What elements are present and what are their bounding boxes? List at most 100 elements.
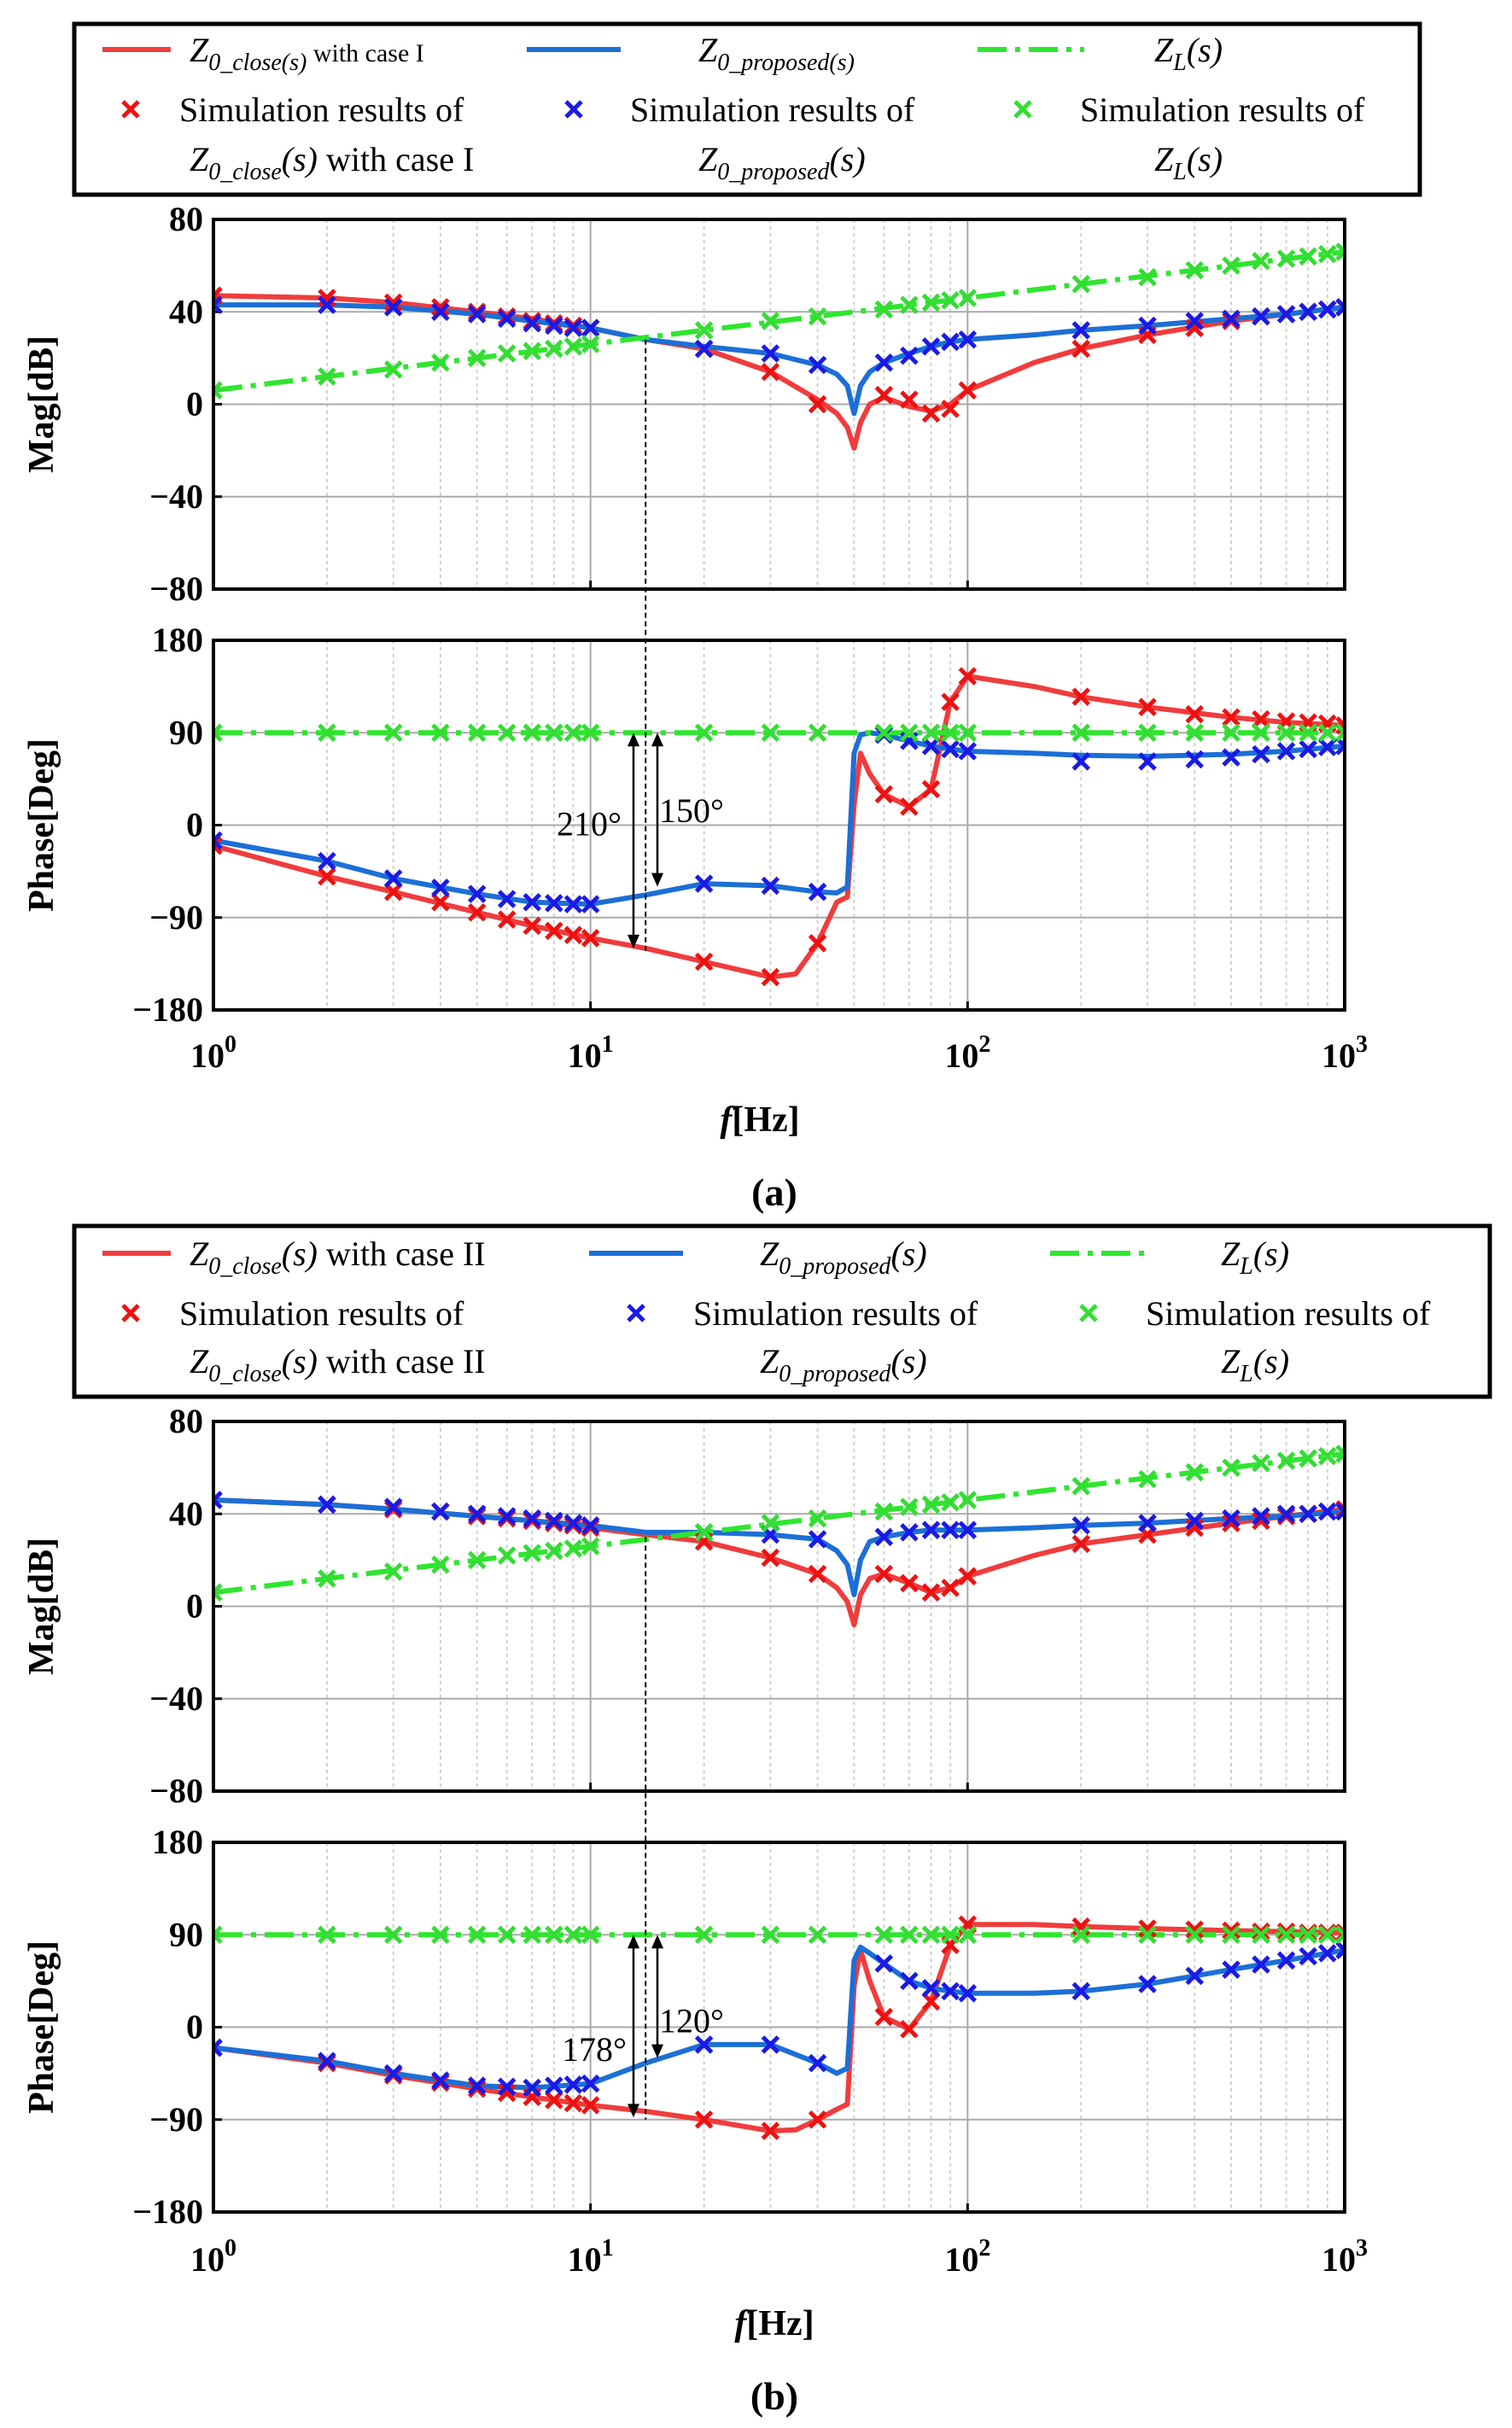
marker-proposed	[581, 895, 600, 913]
marker-proposed	[383, 298, 403, 317]
legend-a-close-label: Z0_close(s) with case I	[190, 31, 424, 76]
marker-proposed	[545, 1511, 563, 1531]
marker-proposed	[1276, 1951, 1296, 1970]
marker-proposed	[694, 2035, 714, 2054]
x-tick-label: 100	[190, 2235, 236, 2279]
marker-proposed	[1222, 1509, 1241, 1528]
marker-close	[900, 2020, 919, 2039]
marker-close	[1276, 1922, 1296, 1941]
marker-proposed	[941, 739, 960, 759]
marker-proposed	[958, 742, 978, 761]
legend-a: Z0_close(s) with case I Z0_proposed(s) Z…	[72, 21, 1422, 197]
marker-proposed	[213, 295, 223, 314]
marker-close	[921, 779, 941, 799]
marker-proposed	[941, 1982, 960, 2001]
legend-a-sim-close-line1: Simulation results of	[179, 90, 464, 129]
marker-close	[318, 867, 336, 886]
marker-load	[431, 353, 450, 372]
marker-load	[1138, 723, 1157, 743]
marker-proposed	[1185, 1511, 1205, 1531]
y-tick-label: 90	[169, 713, 203, 751]
marker-proposed	[921, 737, 941, 756]
marker-proposed	[1299, 302, 1317, 322]
marker-load	[522, 341, 542, 361]
marker-load	[874, 1925, 894, 1945]
marker-proposed	[761, 344, 780, 363]
marker-load	[563, 337, 583, 356]
panel-b-magnitude: 80 40 0 −40 −80 Mag[dB]	[22, 1402, 1346, 1810]
marker-close	[497, 2083, 517, 2103]
marker-load	[1185, 1925, 1205, 1945]
marker-load	[581, 335, 600, 353]
plot-frame	[212, 1841, 1346, 2214]
marker-load	[1335, 1445, 1345, 1463]
marker-close	[761, 2122, 780, 2140]
marker-load	[581, 1537, 600, 1555]
marker-load	[545, 723, 563, 743]
marker-load	[581, 1925, 600, 1945]
marker-proposed	[808, 355, 827, 375]
marker-load	[213, 723, 223, 743]
marker-load	[1185, 260, 1205, 280]
marker-proposed	[1276, 305, 1296, 324]
marker-proposed	[213, 831, 223, 850]
marker-load	[1222, 723, 1241, 743]
y-tick-label: −90	[149, 898, 203, 937]
marker-close	[1138, 697, 1157, 716]
marker-close	[808, 1564, 827, 1584]
phase-margin-annotation-a: 210° 150°	[557, 339, 724, 954]
marker-load	[497, 344, 517, 363]
marker-load	[581, 723, 600, 743]
marker-proposed	[1318, 1502, 1337, 1521]
marker-close	[761, 1548, 780, 1567]
marker-load	[1276, 723, 1296, 743]
marker-close	[1185, 1518, 1205, 1538]
marker-proposed	[1138, 316, 1157, 336]
marker-close	[808, 934, 827, 953]
marker-proposed	[1252, 744, 1270, 764]
marker-proposed	[383, 2063, 403, 2083]
marker-proposed	[900, 1971, 919, 1991]
plot-frame	[212, 218, 1346, 591]
marker-load	[958, 723, 978, 743]
marker-proposed	[958, 1520, 978, 1539]
marker-proposed	[581, 1516, 600, 1535]
marker-proposed	[1252, 1507, 1270, 1526]
marker-proposed	[383, 1497, 403, 1516]
marker-close	[1252, 709, 1270, 729]
marker-load	[1185, 723, 1205, 743]
marker-load	[874, 300, 894, 319]
marker-load	[467, 1550, 487, 1570]
marker-load	[941, 290, 960, 310]
marker-close	[581, 2096, 600, 2115]
marker-close	[808, 394, 827, 414]
legend-a-sim-proposed-line1: Simulation results of	[630, 90, 915, 129]
marker-load	[318, 367, 336, 386]
y-tick-label: 180	[152, 1823, 203, 1861]
marker-close	[941, 692, 960, 711]
marker-proposed	[431, 2071, 450, 2090]
marker-proposed	[941, 332, 960, 352]
marker-proposed	[1138, 1975, 1157, 1993]
marker-load	[1318, 723, 1337, 743]
marker-proposed	[1252, 1955, 1270, 1974]
marker-close	[921, 1583, 941, 1602]
marker-proposed	[921, 1520, 941, 1539]
marker-load	[1071, 1477, 1091, 1496]
marker-proposed	[1222, 1960, 1241, 1979]
marker-proposed	[1071, 1982, 1091, 2001]
marker-load	[1335, 723, 1345, 743]
line-load	[213, 248, 1345, 394]
marker-load	[941, 723, 960, 743]
line-load	[213, 1450, 1345, 1596]
legend-a-sim-load-line1: Simulation results of	[1080, 90, 1365, 129]
line-close	[213, 674, 1345, 980]
annotation-big-a: 210°	[557, 805, 622, 843]
marker-close	[1071, 687, 1091, 706]
legend-a-proposed-marker	[564, 100, 583, 119]
marker-proposed	[545, 316, 563, 336]
marker-proposed	[467, 2076, 487, 2095]
marker-proposed	[1276, 1504, 1296, 1524]
marker-proposed	[1335, 1941, 1345, 1960]
marker-load	[318, 1569, 336, 1588]
